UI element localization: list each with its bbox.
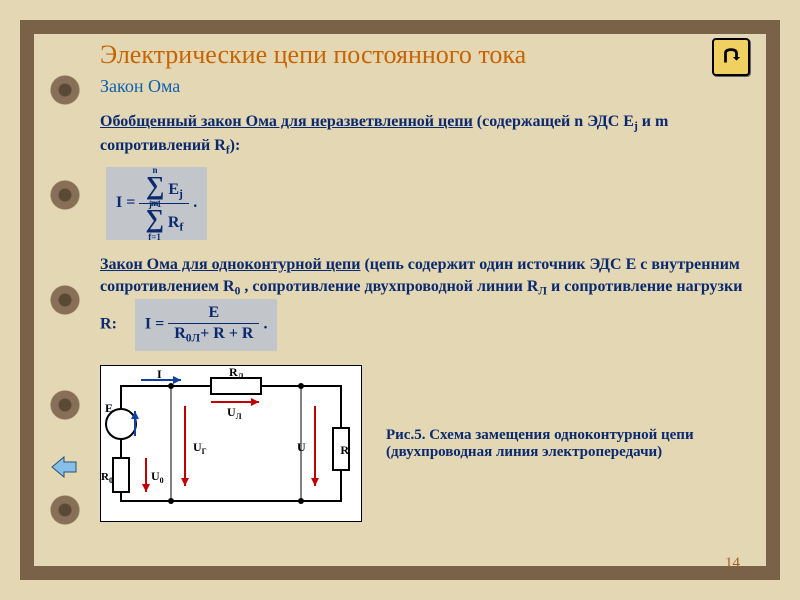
svg-text:I: I [157,367,162,381]
formula-loop-ohm: I = E R0Л+ R + R . [135,299,278,351]
slide: Электрические цепи постоянного тока Зако… [0,0,800,600]
para2-e: : [112,316,117,333]
f2-tail: . [263,316,267,333]
para2-lead: Закон Ома для одноконтурной цепи [100,256,360,273]
content-area: Электрические цепи постоянного тока Зако… [100,40,750,570]
para2-E: E [626,256,637,273]
f1-tail: . [193,194,197,211]
para2-c: , сопротивление двухпроводной линии [240,278,527,295]
page-subtitle: Закон Ома [100,76,750,97]
caption-line-1: Рис.5. Схема замещения одноконтурной цеп… [386,427,694,444]
para1-b: ЭДС [583,113,623,130]
page-number: 14 [725,555,740,572]
para1-Rf: Rf [214,137,229,154]
para1-c: и [638,113,655,130]
svg-text:R0: R0 [101,471,113,485]
svg-text:UГ: UГ [193,440,207,456]
para2-R: R [100,316,112,333]
para2-a: (цепь содержит один источник ЭДС [360,256,625,273]
svg-text:U: U [297,440,306,454]
para1-n: n [574,113,583,130]
para1-a: (содержащей [473,113,575,130]
svg-text:E: E [105,401,113,415]
f2-lhs: I = [145,316,168,333]
figure-caption: Рис.5. Схема замещения одноконтурной цеп… [386,427,694,461]
para2-d: и сопротивление нагрузки [547,278,742,295]
nav-back-button[interactable] [48,454,78,480]
paragraph-loop-ohm: Закон Ома для одноконтурной цепи (цепь с… [100,254,750,352]
formula-general-ohm: I = n∑j=1 Ej m∑f=1 Rf . [106,167,207,240]
svg-text:U0: U0 [151,469,164,485]
caption-line-2: (двухпроводная линия электропередачи) [386,444,694,461]
svg-text:R: R [340,443,349,457]
para1-m: m [655,113,668,130]
para2-Rl: RЛ [527,278,547,295]
para2-R0: R0 [223,278,240,295]
paragraph-general-ohm: Обобщенный закон Ома для неразветвленной… [100,111,750,240]
page-title: Электрические цепи постоянного тока [100,40,750,70]
para1-Ej: Ej [623,113,638,130]
svg-text:RЛ: RЛ [229,366,244,381]
para1-d: сопротивлений [100,137,214,154]
para1-e: ): [230,137,241,154]
para1-lead: Обобщенный закон Ома для неразветвленной… [100,113,473,130]
svg-text:UЛ: UЛ [227,405,242,421]
back-arrow-icon [48,454,78,480]
circuit-diagram: I RЛ UЛ E UГ U R R0 U0 [100,365,362,522]
f1-lhs: I = [116,194,139,211]
circuit-row: I RЛ UЛ E UГ U R R0 U0 Рис.5. Схема заме… [100,365,750,522]
